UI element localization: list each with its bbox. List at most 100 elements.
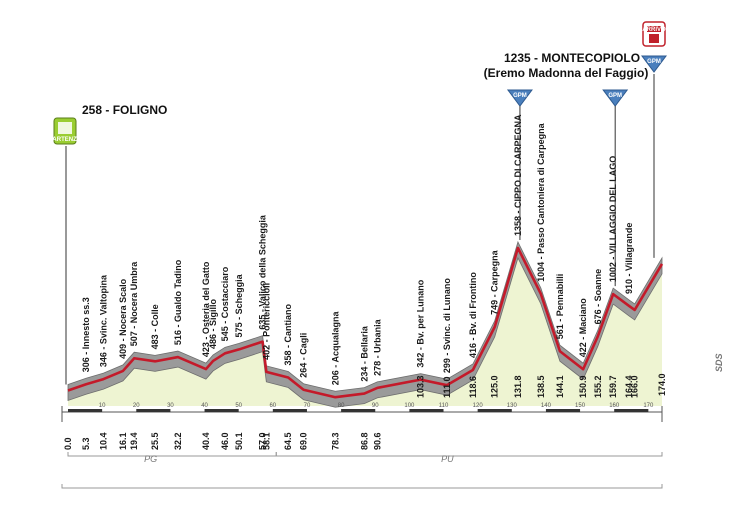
waypoint-km-label: 138.5 <box>536 375 546 398</box>
finish-km-label: 174.0 <box>657 373 667 396</box>
waypoint-label: 507 - Nocera Umbra <box>129 261 139 347</box>
waypoint-label: 409 - Nocera Scalo <box>118 278 128 359</box>
start-name: FOLIGNO <box>113 103 168 117</box>
distance-tick-label: 120 <box>473 403 484 409</box>
waypoint-km-label: 118.6 <box>468 376 478 398</box>
distance-tick-label: 60 <box>269 403 276 409</box>
province-bracket <box>68 452 276 456</box>
waypoint-km-label: 32.2 <box>173 432 183 450</box>
waypoint-km-label: 78.3 <box>330 432 340 450</box>
distance-tick-label: 70 <box>304 403 311 409</box>
distance-tick-label: 10 <box>99 403 106 409</box>
finish-badge: ARRIVO <box>642 22 666 46</box>
waypoint-label: 402 - Pontericcioli <box>261 283 271 360</box>
finish-subtitle: (Eremo Madonna del Faggio) <box>484 66 649 80</box>
gpm-label: GPM <box>608 93 622 99</box>
province-label: PG <box>144 454 157 464</box>
waypoint-label: 278 - Urbania <box>372 318 382 376</box>
total-bracket <box>62 484 662 488</box>
waypoint-km-label: 40.4 <box>201 432 211 450</box>
ruler-segment <box>205 409 239 412</box>
waypoint-km-label: 125.0 <box>490 375 500 398</box>
waypoint-km-label: 131.8 <box>513 375 523 398</box>
finish-title: 1235 - MONTECOPIOLO <box>504 51 640 65</box>
waypoint-label: 416 - Bv. di Frontino <box>468 272 478 358</box>
province-bracket <box>276 452 662 456</box>
distance-tick-label: 110 <box>439 403 449 409</box>
distance-tick-label: 90 <box>372 403 379 409</box>
start-badge-label: PARTENZA <box>49 137 82 143</box>
waypoint-km-label: 69.0 <box>299 432 309 450</box>
distance-tick-label: 170 <box>643 403 654 409</box>
waypoint-km-label: 16.1 <box>118 432 128 450</box>
waypoint-km-label: 90.6 <box>372 432 382 450</box>
distance-tick-label: 40 <box>201 403 208 409</box>
gpm-badge: GPM <box>508 90 532 240</box>
waypoint-label: 358 - Cantiano <box>283 304 293 366</box>
waypoint-label: 1358 - CIPPO DI CARPEGNA <box>513 114 523 236</box>
distance-tick-label: 80 <box>338 403 345 409</box>
start-km-label: 0.0 <box>63 437 73 450</box>
start-badge: PARTENZA <box>49 118 82 144</box>
distance-tick-label: 130 <box>507 403 518 409</box>
waypoint-label: 561 - Pennabilli <box>555 274 565 340</box>
distance-tick-label: 100 <box>404 403 415 409</box>
finish-badge-label: ARRIVO <box>642 27 666 33</box>
waypoint-label: 483 - Colle <box>150 304 160 349</box>
finish-separator: - <box>534 51 541 65</box>
waypoint-km-label: 86.8 <box>359 432 369 450</box>
waypoint-label: 264 - Cagli <box>299 333 309 378</box>
province-label: PU <box>441 454 454 464</box>
waypoint-label: 676 - Soanne <box>593 269 603 325</box>
waypoint-label: 486 - Sigillo <box>208 298 218 349</box>
waypoint-km-label: 5.3 <box>81 437 91 450</box>
ruler-segment <box>478 409 512 412</box>
waypoint-label: 234 - Bellaria <box>359 325 369 382</box>
waypoint-km-label: 159.7 <box>608 375 618 398</box>
waypoint-label: 342 - Bv. per Lunano <box>416 279 426 367</box>
waypoint-label: 910 - Villagrande <box>624 223 634 294</box>
waypoint-km-label: 103.3 <box>416 375 426 398</box>
start-altitude: 258 <box>82 103 102 117</box>
distance-tick-label: 50 <box>235 403 242 409</box>
start-title: 258 - FOLIGNO <box>82 103 167 117</box>
distance-tick-label: 20 <box>133 403 140 409</box>
distance-tick-label: 150 <box>575 403 586 409</box>
waypoint-km-label: 25.5 <box>150 432 160 450</box>
waypoint-label: 545 - Costacciaro <box>220 266 230 341</box>
waypoint-label: 206 - Acqualagna <box>330 311 340 386</box>
ruler-segment <box>341 409 375 412</box>
waypoint-km-label: 10.4 <box>99 432 109 450</box>
waypoint-km-label: 144.1 <box>555 375 565 398</box>
waypoint-km-label: 50.1 <box>234 432 244 450</box>
waypoint-km-label: 111.0 <box>442 376 452 398</box>
waypoint-km-label: 19.4 <box>129 432 139 450</box>
waypoint-label: 306 - Innesto ss.3 <box>81 297 91 372</box>
ruler-segment <box>68 409 102 412</box>
gpm-label: GPM <box>513 93 527 99</box>
distance-tick-label: 30 <box>167 403 174 409</box>
waypoint-label: 1004 - Passo Cantoniera di Carpegna <box>536 122 546 282</box>
waypoint-km-label: 64.5 <box>283 432 293 450</box>
waypoint-label: 422 - Maciano <box>578 298 588 358</box>
waypoint-label: 575 - Scheggia <box>234 273 244 337</box>
waypoint-km-label: 166.0 <box>630 375 640 398</box>
waypoint-label: 1002 - VILLAGGIO DEL LAGO <box>608 156 618 282</box>
distance-tick-label: 140 <box>541 403 552 409</box>
waypoint-label: 749 - Carpegna <box>490 249 500 315</box>
waypoint-km-label: 58.1 <box>261 432 271 450</box>
end-code: SDS <box>714 353 724 372</box>
ruler-segment <box>546 409 580 412</box>
finish-name: MONTECOPIOLO <box>541 51 640 65</box>
waypoint-label: 516 - Gualdo Tadino <box>173 259 183 345</box>
waypoint-km-label: 46.0 <box>220 432 230 450</box>
finish-altitude: 1235 <box>504 51 531 65</box>
waypoint-label: 346 - Svinc. Valtopina <box>99 274 109 367</box>
distance-tick-label: 160 <box>609 403 620 409</box>
start-separator: - <box>105 103 112 117</box>
waypoint-label: 299 - Svinc. di Lunano <box>442 278 452 374</box>
ruler-segment <box>409 409 443 412</box>
waypoint-km-label: 155.2 <box>593 375 603 398</box>
